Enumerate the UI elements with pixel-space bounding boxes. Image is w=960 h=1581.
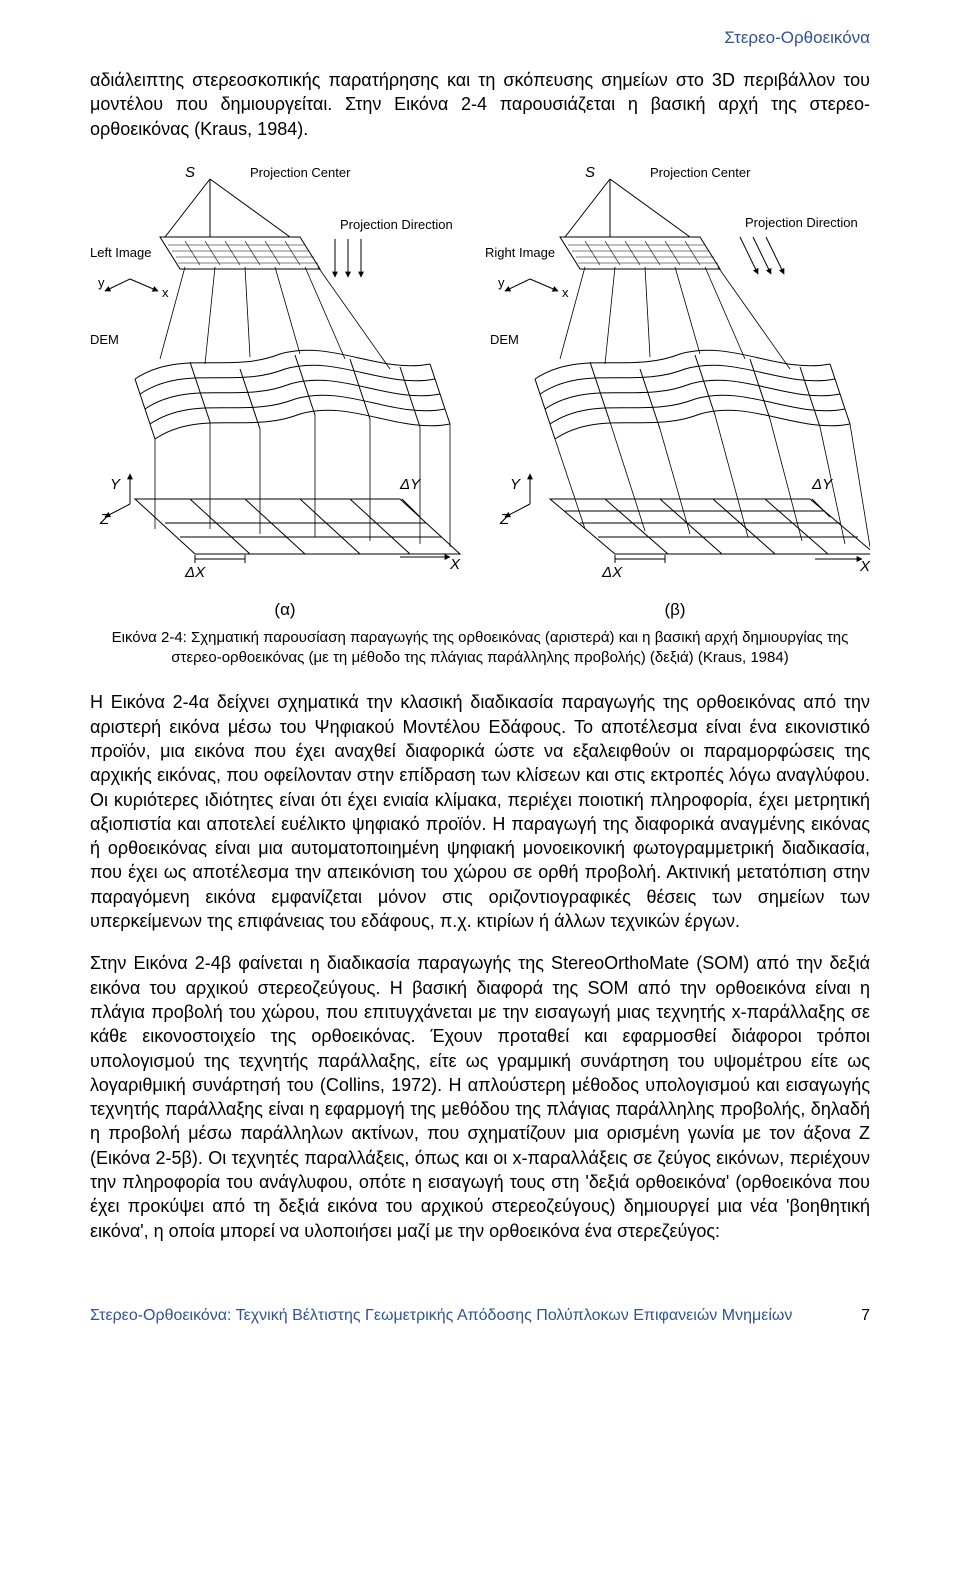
left-image-plane xyxy=(160,237,320,269)
axis-y-img-right: y xyxy=(498,275,505,290)
figure-svg: S Projection Center xyxy=(90,159,870,589)
label-dY-right: ΔY xyxy=(811,476,833,493)
sublabel-beta: (β) xyxy=(664,600,685,620)
axis-X-right: X xyxy=(859,558,870,575)
figure-2-4: S Projection Center xyxy=(90,159,870,669)
axis-Y-right: Y xyxy=(510,476,521,493)
paragraph-3: Στην Εικόνα 2-4β φαίνεται η διαδικασία π… xyxy=(90,951,870,1243)
label-dY-left: ΔY xyxy=(399,476,421,493)
label-proj-dir-left: Projection Direction xyxy=(340,217,453,232)
label-dX-left: ΔX xyxy=(184,564,206,581)
axis-x-img-right: x xyxy=(562,285,569,300)
label-right-image: Right Image xyxy=(485,245,555,260)
page: Στερεο-Ορθοεικόνα αδιάλειπτης στερεοσκοπ… xyxy=(0,0,960,1375)
label-s-right: S xyxy=(585,164,595,181)
paragraph-1: αδιάλειπτης στερεοσκοπικής παρατήρησης κ… xyxy=(90,68,870,141)
axis-Y-left: Y xyxy=(110,476,121,493)
footer-page-number: 7 xyxy=(861,1307,870,1325)
label-dem-left: DEM xyxy=(90,332,119,347)
axis-X-left: X xyxy=(449,556,461,573)
footer-title: Στερεο-Ορθοεικόνα: Τεχνική Βέλτιστης Γεω… xyxy=(90,1307,792,1325)
label-proj-dir-right: Projection Direction xyxy=(745,215,858,230)
figure-sublabels: (α) (β) xyxy=(90,600,870,620)
label-s-left: S xyxy=(185,164,195,181)
header-section-title: Στερεο-Ορθοεικόνα xyxy=(724,28,870,48)
label-proj-center-left: Projection Center xyxy=(250,165,351,180)
axis-Z-left: Z xyxy=(99,511,110,528)
right-image-plane xyxy=(560,237,720,269)
sublabel-alpha: (α) xyxy=(274,600,295,620)
label-proj-center-right: Projection Center xyxy=(650,165,751,180)
axis-x-img-left: x xyxy=(162,285,169,300)
page-footer: Στερεο-Ορθοεικόνα: Τεχνική Βέλτιστης Γεω… xyxy=(90,1303,870,1325)
axis-Z-right: Z xyxy=(499,511,510,528)
label-left-image: Left Image xyxy=(90,245,151,260)
label-dX-right: ΔX xyxy=(601,564,623,581)
figure-caption: Εικόνα 2-4: Σχηματική παρουσίαση παραγωγ… xyxy=(90,628,870,669)
label-dem-right: DEM xyxy=(490,332,519,347)
axis-y-img-left: y xyxy=(98,275,105,290)
paragraph-2: Η Εικόνα 2-4α δείχνει σχηματικά την κλασ… xyxy=(90,690,870,933)
